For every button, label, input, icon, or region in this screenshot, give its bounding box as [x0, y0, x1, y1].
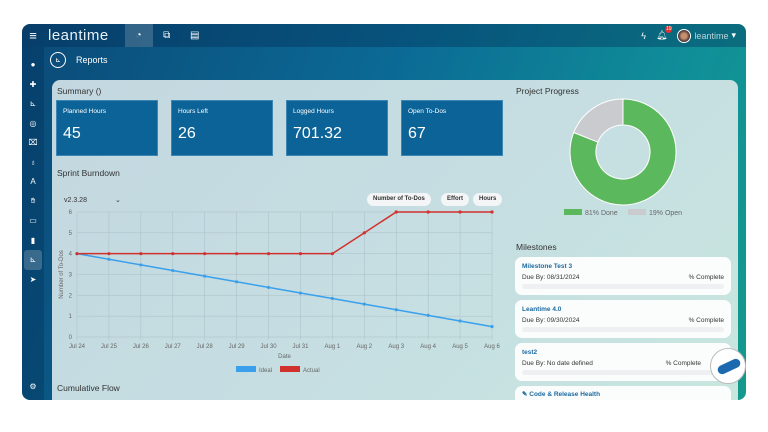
nav-projects-icon[interactable]: ⧉ [163, 30, 171, 41]
milestone-complete: % Complete [688, 274, 724, 281]
lightning-icon[interactable]: ϟ [641, 30, 646, 41]
version-value: v2.3.28 [64, 197, 87, 204]
milestone-card[interactable]: Milestone Test 3 Due By: 08/31/2024 % Comp… [515, 257, 731, 295]
milestone-name[interactable]: test2 [522, 349, 538, 356]
settings-icon[interactable]: ⚙ [29, 381, 37, 391]
card-label: Logged Hours [293, 108, 334, 115]
milestone-due: Due By: 08/31/2024 [522, 274, 580, 281]
legend-open-swatch [628, 209, 646, 215]
send-icon[interactable]: ➤ [29, 274, 37, 284]
bell-icon[interactable]: 🔔︎ 19 [656, 26, 673, 40]
logo[interactable]: leantime [48, 27, 109, 44]
help-button[interactable] [710, 348, 746, 384]
card-value: 26 [178, 125, 196, 142]
card-value: 701.32 [293, 125, 342, 142]
donut-slice [569, 98, 677, 206]
milestone-name[interactable]: Leantime 4.0 [522, 306, 562, 313]
strategy-icon[interactable]: A [30, 177, 36, 187]
legend-done-label: 81% Done [585, 210, 618, 217]
bandage-icon [716, 357, 742, 376]
milestones-title: Milestones [516, 242, 557, 252]
milestone-due: Due By: No date defined [522, 360, 593, 367]
book-icon[interactable]: ▭ [29, 216, 37, 226]
widget-title: ✎ Code & Release Health [522, 391, 601, 398]
timeline-icon[interactable]: ⊾ [29, 99, 37, 109]
card-planned-hours: Planned Hours 45 [56, 100, 158, 156]
notification-badge: 19 [665, 26, 673, 33]
caret-down-icon: ▾ [731, 30, 736, 40]
user-menu[interactable]: leantime ▾ [677, 28, 736, 43]
toggle-hours[interactable]: Hours [473, 193, 503, 206]
milestone-complete: % Complete [665, 360, 701, 367]
card-logged-hours: Logged Hours 701.32 [286, 100, 388, 156]
page-title: Reports [76, 55, 108, 65]
nav-timer-icon[interactable]: ◔ [124, 24, 153, 47]
board-icon[interactable]: ⌧ [28, 138, 38, 148]
reports-icon: ⊾ [50, 52, 66, 68]
chevron-down-icon: ⌄ [114, 197, 121, 204]
progress-bar [522, 370, 724, 375]
milestone-due: Due By: 09/30/2024 [522, 317, 580, 324]
cumulative-title: Cumulative Flow [57, 383, 120, 393]
file-icon[interactable]: ▮ [30, 235, 36, 245]
hamburger-menu-icon[interactable]: ≡ [29, 28, 37, 43]
card-label: Planned Hours [63, 108, 106, 115]
donut-slice [573, 98, 624, 143]
progress-donut: 81% Done 19% Open [564, 98, 682, 217]
card-hours-left: Hours Left 26 [171, 100, 273, 156]
milestone-complete: % Complete [688, 317, 724, 324]
reports-icon[interactable]: ⊾ [24, 250, 42, 270]
page-header: ⊾ Reports [50, 52, 108, 68]
legend-open-label: 19% Open [649, 210, 682, 217]
avatar [677, 28, 692, 43]
idea-icon[interactable]: ♁ [30, 157, 36, 167]
version-select[interactable]: v2.3.28 ⌄ [64, 196, 121, 204]
top-bar: ≡ leantime ◔ ⧉ ▤ ϟ 🔔︎ 19 leantime ▾ [22, 24, 746, 47]
target-icon[interactable]: ◎ [29, 118, 37, 128]
progress-title: Project Progress [516, 86, 579, 96]
pin-icon[interactable]: ✚ [29, 79, 37, 89]
sidebar: ● ✚ ⊾ ◎ ⌧ ♁ A ✋︎ ▭ ▮ ⊾ ➤ ⚙ [22, 47, 44, 400]
dashboard-icon[interactable]: ● [30, 60, 36, 70]
card-open-todos: Open To-Dos 67 [401, 100, 503, 156]
card-value: 45 [63, 125, 81, 142]
card-label: Hours Left [178, 108, 208, 115]
card-label: Open To-Dos [408, 108, 447, 115]
progress-bar [522, 284, 724, 289]
toggle-number-of-todos[interactable]: Number of To-Dos [367, 193, 431, 206]
widget-title-text: Code & Release Health [529, 391, 601, 398]
progress-bar [522, 327, 724, 332]
hand-icon[interactable]: ✋︎ [30, 196, 36, 206]
legend-done-swatch [564, 209, 582, 215]
user-name: leantime [694, 30, 729, 41]
milestone-name[interactable]: Milestone Test 3 [522, 263, 573, 270]
nav-calendar-icon[interactable]: ▤ [189, 30, 200, 41]
toggle-effort[interactable]: Effort [441, 193, 469, 206]
widget-code-release-health: ✎ Code & Release Health [515, 386, 731, 400]
milestone-card[interactable]: test2 Due By: No date defined % Complete [515, 343, 731, 381]
milestone-card[interactable]: Leantime 4.0 Due By: 09/30/2024 % Complete [515, 300, 731, 338]
card-value: 67 [408, 125, 426, 142]
burndown-title: Sprint Burndown [57, 168, 120, 178]
summary-title: Summary () [57, 86, 102, 96]
